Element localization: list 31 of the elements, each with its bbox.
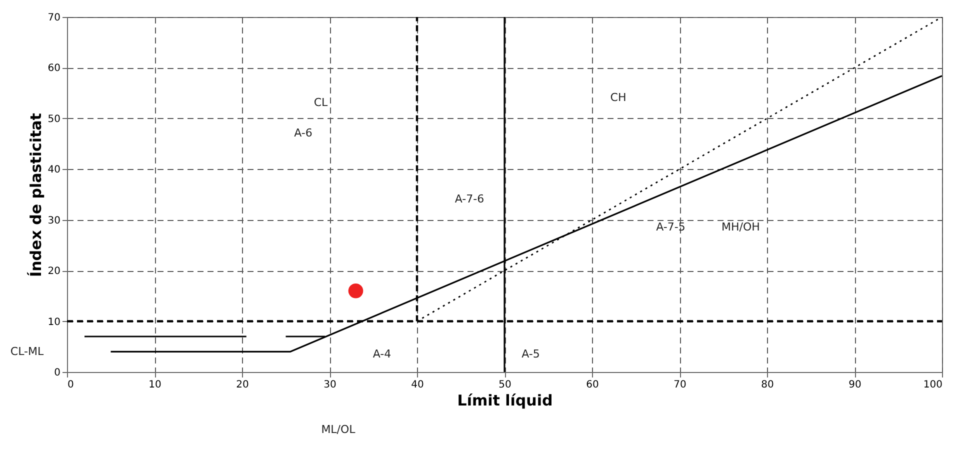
x-tick-label: 80 xyxy=(761,380,774,390)
x-axis-title: Límit líquid xyxy=(457,392,553,410)
y-tick-label: 0 xyxy=(54,368,60,378)
y-tick-label: 30 xyxy=(48,215,60,226)
annotation: A-6 xyxy=(294,126,312,140)
annotation: A-7-6 xyxy=(454,192,484,206)
annotation: CL xyxy=(314,96,329,110)
y-tick-label: 70 xyxy=(48,12,60,24)
annotation: A-7-5 xyxy=(656,220,686,234)
y-tick-label: 60 xyxy=(48,63,60,74)
annotation: MH/OH xyxy=(722,220,760,234)
x-tick-label: 30 xyxy=(324,380,336,390)
x-tick-label: 0 xyxy=(68,380,74,390)
y-tick-label: 50 xyxy=(48,114,60,125)
y-tick-label: 40 xyxy=(48,164,60,176)
x-tick-label: 50 xyxy=(498,380,512,390)
x-tick-label: 40 xyxy=(411,380,424,390)
x-tick-label: 100 xyxy=(923,380,942,390)
text: ML/OL xyxy=(321,423,356,436)
x-tick-label: 90 xyxy=(848,380,862,390)
text: CL-ML xyxy=(10,345,44,358)
x-tick-label: 60 xyxy=(586,380,599,390)
y-tick-label: 10 xyxy=(48,316,60,328)
y-axis-title: Índex de plasticitat xyxy=(26,113,45,277)
annotation: A-5 xyxy=(522,347,540,360)
x-tick-label: 70 xyxy=(674,380,686,390)
x-tick-label: 20 xyxy=(236,380,249,390)
y-tick-label: 20 xyxy=(48,266,60,278)
annotation: CH xyxy=(610,91,626,104)
x-tick-label: 10 xyxy=(148,380,162,390)
annotation: A-4 xyxy=(372,347,392,360)
